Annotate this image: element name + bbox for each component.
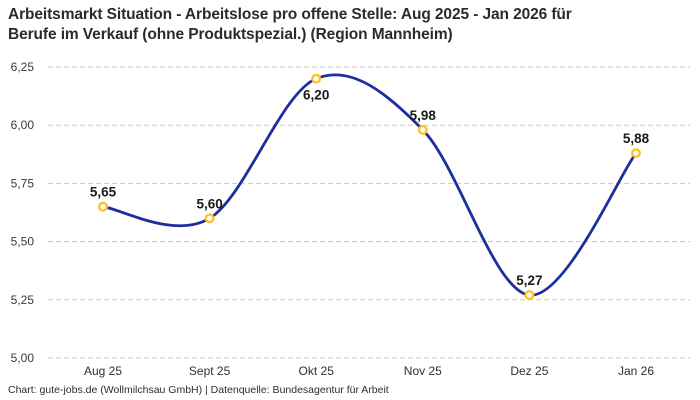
chart-title-line-2: Berufe im Verkauf (ohne Produktspezial.)…	[8, 26, 453, 43]
y-tick-label: 5,25	[11, 293, 35, 307]
x-tick-label: Okt 25	[299, 364, 335, 378]
y-tick-label: 6,25	[11, 60, 35, 74]
data-point-label: 5,27	[516, 273, 542, 288]
x-tick-label: Aug 25	[84, 364, 122, 378]
data-point-label: 5,88	[623, 131, 650, 146]
y-tick-label: 5,75	[11, 176, 35, 190]
chart-title: Arbeitsmarkt Situation - Arbeitslose pro…	[8, 5, 693, 45]
chart-credit: Chart: gute-jobs.de (Wollmilchsau GmbH) …	[8, 384, 389, 396]
data-point-label: 6,20	[303, 88, 329, 103]
data-point-marker	[311, 73, 322, 84]
data-point-marker	[204, 213, 215, 224]
data-point-marker	[631, 148, 642, 159]
series-line	[101, 73, 638, 297]
data-point-label: 5,98	[410, 108, 437, 123]
y-tick-label: 5,50	[11, 235, 35, 249]
x-tick-label: Jan 26	[618, 364, 654, 378]
chart-title-line-1: Arbeitsmarkt Situation - Arbeitslose pro…	[8, 6, 572, 23]
data-point-label: 5,65	[90, 185, 117, 200]
x-tick-label: Sept 25	[189, 364, 231, 378]
x-tick-label: Nov 25	[404, 364, 442, 378]
data-point-marker	[97, 201, 108, 212]
data-point-marker	[524, 290, 535, 301]
y-tick-label: 6,00	[11, 118, 35, 132]
y-tick-label: 5,00	[11, 351, 35, 365]
data-point-marker	[417, 124, 428, 135]
x-tick-label: Dez 25	[510, 364, 548, 378]
data-point-label: 5,60	[196, 196, 222, 211]
